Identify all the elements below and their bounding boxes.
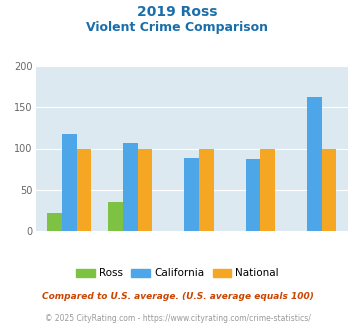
Bar — [199, 148, 214, 231]
Bar — [62, 134, 77, 231]
Text: Compared to U.S. average. (U.S. average equals 100): Compared to U.S. average. (U.S. average … — [42, 292, 313, 301]
Bar — [260, 148, 275, 231]
Legend: Ross, California, National: Ross, California, National — [72, 264, 283, 282]
Bar — [184, 158, 199, 231]
Bar — [138, 148, 153, 231]
Bar — [123, 143, 138, 231]
Text: Violent Crime Comparison: Violent Crime Comparison — [87, 21, 268, 34]
Text: © 2025 CityRating.com - https://www.cityrating.com/crime-statistics/: © 2025 CityRating.com - https://www.city… — [45, 314, 310, 323]
Bar — [322, 148, 336, 231]
Bar — [307, 97, 322, 231]
Text: 2019 Ross: 2019 Ross — [137, 5, 218, 19]
Bar — [47, 213, 62, 231]
Bar — [108, 202, 123, 231]
Bar — [77, 148, 91, 231]
Bar — [246, 159, 260, 231]
